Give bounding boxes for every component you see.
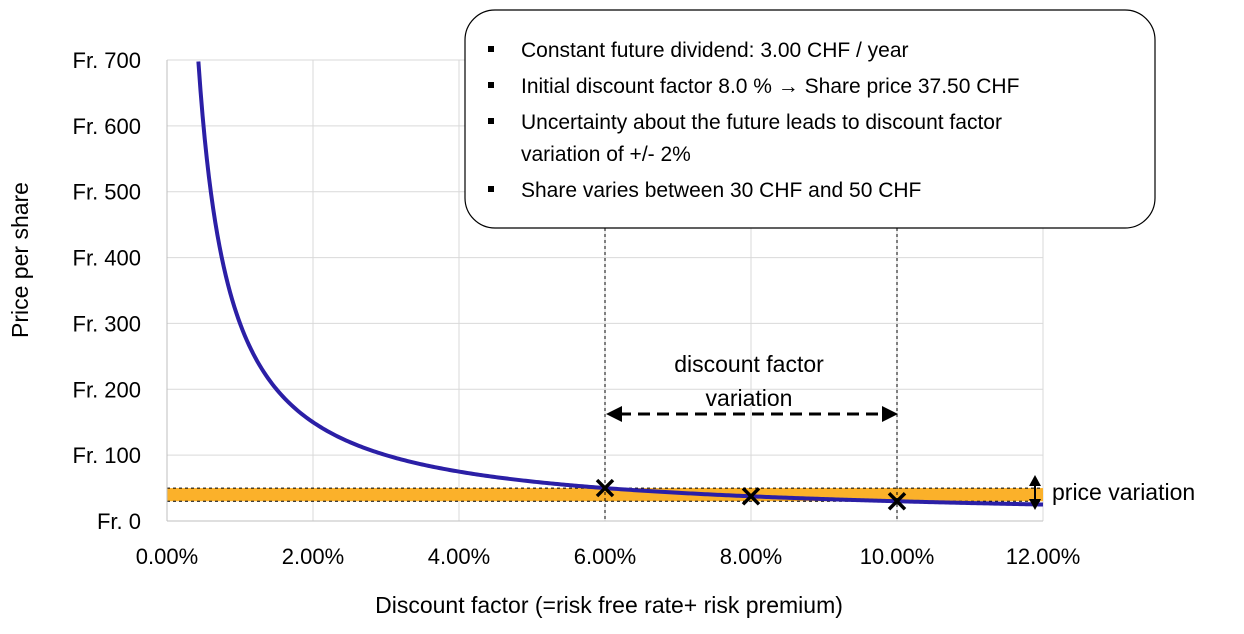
bullet-marker bbox=[488, 46, 494, 52]
info-box: Constant future dividend: 3.00 CHF / yea… bbox=[464, 9, 1156, 229]
info-box-bullets: Constant future dividend: 3.00 CHF / yea… bbox=[488, 39, 1019, 202]
price-arrow-head-top bbox=[1029, 475, 1041, 486]
guide-lines bbox=[604, 228, 898, 521]
y-axis-title: Price per share bbox=[7, 182, 33, 338]
bullet-text: variation of +/- 2% bbox=[521, 143, 691, 166]
bullet-marker bbox=[488, 186, 494, 192]
data-marker bbox=[741, 487, 761, 506]
x-tick-label: 10.00% bbox=[860, 544, 935, 569]
x-tick-label: 6.00% bbox=[574, 544, 636, 569]
price-variation-label: price variation bbox=[1052, 479, 1195, 505]
discount-factor-variation-annotation: discount factor variation bbox=[606, 351, 898, 422]
info-box-frame bbox=[464, 9, 1156, 229]
bullet-text: Share varies between 30 CHF and 50 CHF bbox=[521, 179, 921, 202]
bullet-text: Initial discount factor 8.0 % → Share pr… bbox=[521, 75, 1019, 98]
x-tick-label: 0.00% bbox=[136, 544, 198, 569]
data-marker bbox=[887, 492, 907, 511]
bullet-marker bbox=[488, 82, 494, 88]
y-tick-label: Fr. 400 bbox=[73, 246, 141, 271]
x-axis-title: Discount factor (=risk free rate+ risk p… bbox=[375, 592, 843, 618]
axes: 0.00% 2.00% 4.00% 6.00% 8.00% 10.00% 12.00% Fr.… bbox=[73, 48, 1081, 569]
price-variation-annotation: price variation bbox=[1029, 475, 1195, 510]
price-curve bbox=[196, 61, 1044, 507]
y-tick-label: Fr. 600 bbox=[73, 114, 141, 139]
arrow-head-left bbox=[606, 406, 622, 422]
price-arrow-head-bottom bbox=[1029, 499, 1041, 510]
y-tick-label: Fr. 700 bbox=[73, 48, 141, 73]
bullet-text: Constant future dividend: 3.00 CHF / yea… bbox=[521, 39, 909, 62]
y-tick-label: Fr. 200 bbox=[73, 377, 141, 402]
x-tick-label: 4.00% bbox=[428, 544, 490, 569]
x-tick-label: 2.00% bbox=[282, 544, 344, 569]
x-tick-label: 12.00% bbox=[1006, 544, 1081, 569]
data-marker bbox=[595, 478, 615, 498]
bullet-text: Uncertainty about the future leads to di… bbox=[521, 111, 1002, 134]
discount-factor-variation-label-line1: discount factor bbox=[674, 351, 824, 377]
y-tick-label: Fr. 300 bbox=[73, 311, 141, 336]
bullet-marker bbox=[488, 118, 494, 124]
y-tick-label: Fr. 500 bbox=[73, 180, 141, 205]
discount-factor-variation-label-line2: variation bbox=[706, 385, 793, 411]
curve-layer bbox=[196, 61, 1044, 507]
arrow-head-right bbox=[882, 406, 898, 422]
marker-layer bbox=[595, 478, 907, 511]
y-tick-label: Fr. 100 bbox=[73, 443, 141, 468]
y-tick-label: Fr. 0 bbox=[97, 509, 141, 534]
x-tick-label: 8.00% bbox=[720, 544, 782, 569]
